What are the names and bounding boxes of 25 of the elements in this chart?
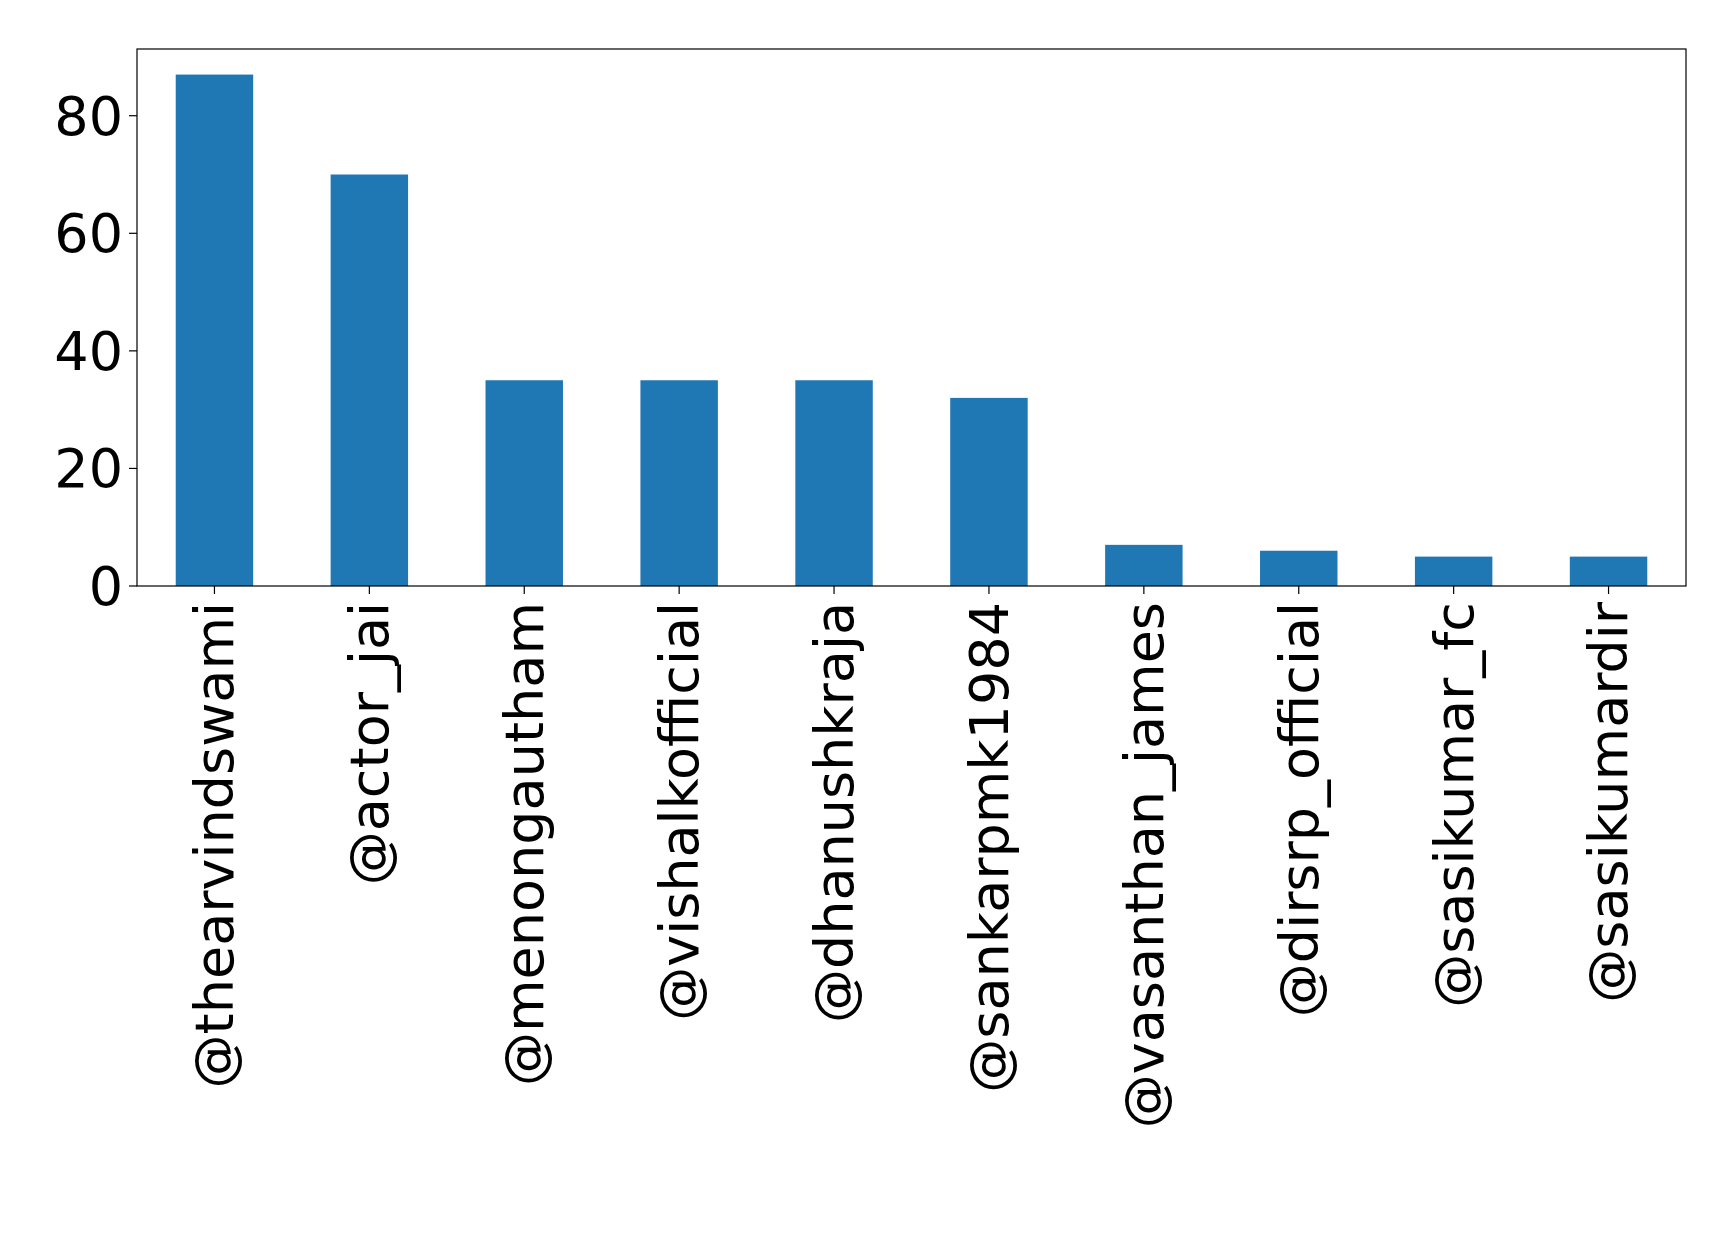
bar xyxy=(485,380,563,586)
y-tick-label: 80 xyxy=(54,84,123,148)
x-tick-label: @actor_jai xyxy=(338,602,402,886)
x-tick-label: @vishalkofficial xyxy=(648,602,712,1021)
x-tick-label: @dhanushkraja xyxy=(802,602,866,1024)
bar xyxy=(330,174,409,586)
x-tick-label: @sasikumar_fc xyxy=(1422,602,1486,1008)
bar xyxy=(1105,544,1183,586)
y-tick-label: 0 xyxy=(88,554,123,618)
x-tick-label: @vasanthan_james xyxy=(1112,602,1176,1129)
bar xyxy=(795,380,873,586)
bar xyxy=(1569,556,1648,586)
x-tick-label: @thearvindswami xyxy=(183,602,247,1089)
x-tick-label: @sasikumardir xyxy=(1577,601,1641,1003)
y-tick-label: 60 xyxy=(54,202,123,266)
x-tick-label: @menongautham xyxy=(493,602,557,1086)
bar xyxy=(950,397,1028,586)
y-tick-label: 20 xyxy=(54,437,123,501)
x-tick-label: @dirsrp_official xyxy=(1267,602,1331,1018)
y-tick-label: 40 xyxy=(54,319,123,383)
x-tick-label: @sankarpmk1984 xyxy=(957,602,1021,1093)
bar xyxy=(640,380,718,586)
bar xyxy=(1414,556,1493,586)
bar xyxy=(175,74,254,586)
bar xyxy=(1260,550,1338,586)
